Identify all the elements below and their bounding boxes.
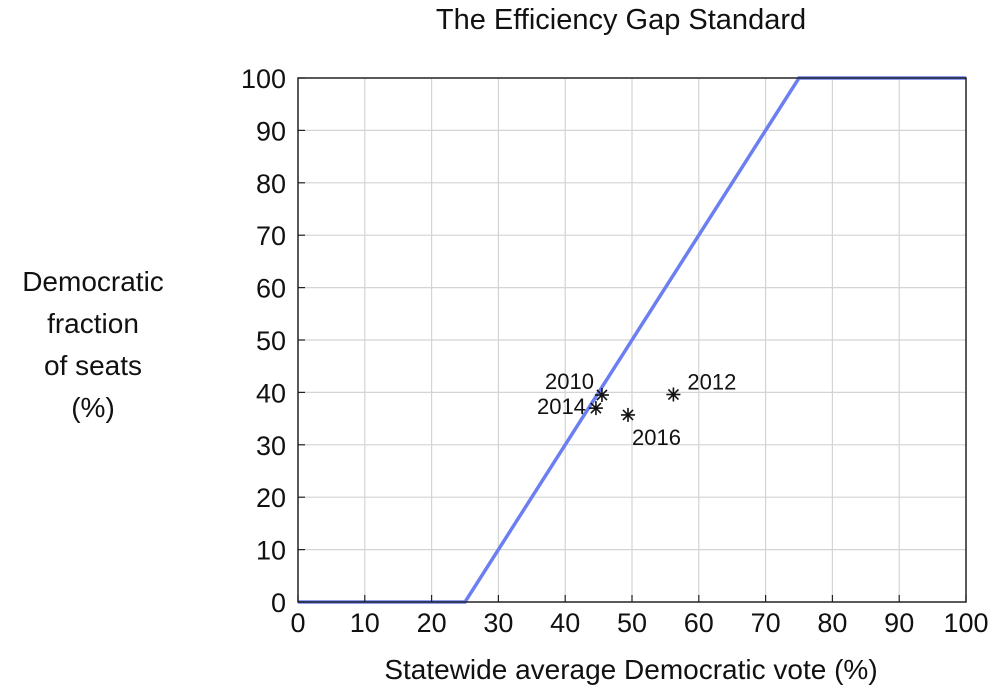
point-label-2012: 2012 bbox=[687, 369, 736, 394]
data-point-2014: 2014 bbox=[537, 394, 603, 419]
x-tick-label: 70 bbox=[751, 608, 781, 638]
x-tick-label: 80 bbox=[817, 608, 847, 638]
y-axis-label-line: fraction bbox=[47, 308, 139, 339]
y-tick-label: 70 bbox=[256, 221, 286, 251]
y-axis-label-line: (%) bbox=[71, 392, 115, 423]
x-tick-label: 30 bbox=[483, 608, 513, 638]
y-tick-label: 40 bbox=[256, 378, 286, 408]
y-axis-ticks: 0 10 20 30 40 50 60 70 80 90 100 bbox=[241, 64, 305, 618]
y-tick-label: 90 bbox=[256, 116, 286, 146]
point-label-2010: 2010 bbox=[545, 369, 594, 394]
x-tick-label: 10 bbox=[350, 608, 380, 638]
y-tick-label: 30 bbox=[256, 431, 286, 461]
asterisk-marker-stroke bbox=[622, 409, 634, 421]
y-tick-label: 20 bbox=[256, 483, 286, 513]
y-tick-label: 60 bbox=[256, 274, 286, 304]
data-point-2016: 2016 bbox=[620, 407, 681, 450]
x-tick-label: 50 bbox=[617, 608, 647, 638]
chart-title: The Efficiency Gap Standard bbox=[436, 4, 806, 36]
x-tick-label: 40 bbox=[550, 608, 580, 638]
point-label-2016: 2016 bbox=[632, 425, 681, 450]
y-tick-label: 10 bbox=[256, 536, 286, 566]
y-tick-label: 0 bbox=[271, 588, 286, 618]
y-axis-label: Democratic fraction of seats (%) bbox=[22, 266, 164, 423]
point-label-2014: 2014 bbox=[537, 394, 586, 419]
asterisk-marker-stroke bbox=[596, 389, 608, 401]
x-tick-label: 100 bbox=[943, 608, 988, 638]
asterisk-marker-stroke bbox=[667, 388, 680, 401]
x-axis-ticks: 0 10 20 30 40 50 60 70 80 90 100 bbox=[290, 595, 989, 638]
scatter-series: 2010 2012 2014 2016 bbox=[537, 369, 736, 450]
y-tick-label: 80 bbox=[256, 169, 286, 199]
x-axis-label: Statewide average Democratic vote (%) bbox=[384, 654, 877, 685]
x-tick-label: 90 bbox=[884, 608, 914, 638]
data-point-2010: 2010 bbox=[545, 369, 609, 403]
y-axis-label-line: Democratic bbox=[22, 266, 164, 297]
y-axis-label-line: of seats bbox=[44, 350, 142, 381]
asterisk-marker-stroke bbox=[590, 402, 602, 414]
x-tick-label: 0 bbox=[290, 608, 305, 638]
x-tick-label: 60 bbox=[684, 608, 714, 638]
y-tick-label: 100 bbox=[241, 64, 286, 94]
y-tick-label: 50 bbox=[256, 326, 286, 356]
x-tick-label: 20 bbox=[417, 608, 447, 638]
data-point-2012: 2012 bbox=[666, 369, 736, 402]
